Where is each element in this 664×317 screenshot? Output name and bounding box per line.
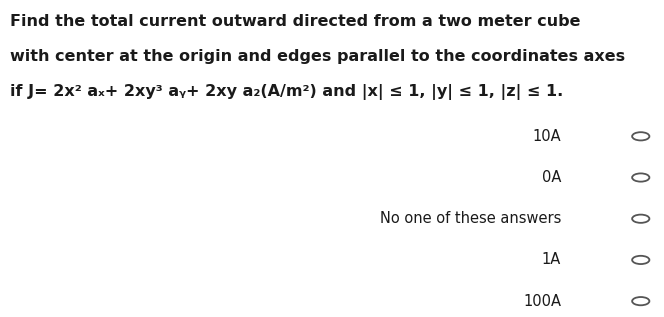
Text: 1A: 1A [542, 252, 561, 268]
Text: 100A: 100A [523, 294, 561, 309]
Text: 10A: 10A [533, 129, 561, 144]
Text: 0A: 0A [542, 170, 561, 185]
Text: if J= 2x² aₓ+ 2xy³ aᵧ+ 2xy a₂(A/m²) and |x| ≤ 1, |y| ≤ 1, |z| ≤ 1.: if J= 2x² aₓ+ 2xy³ aᵧ+ 2xy a₂(A/m²) and … [10, 84, 563, 100]
Text: No one of these answers: No one of these answers [380, 211, 561, 226]
Text: with center at the origin and edges parallel to the coordinates axes: with center at the origin and edges para… [10, 49, 625, 64]
Text: Find the total current outward directed from a two meter cube: Find the total current outward directed … [10, 14, 580, 29]
